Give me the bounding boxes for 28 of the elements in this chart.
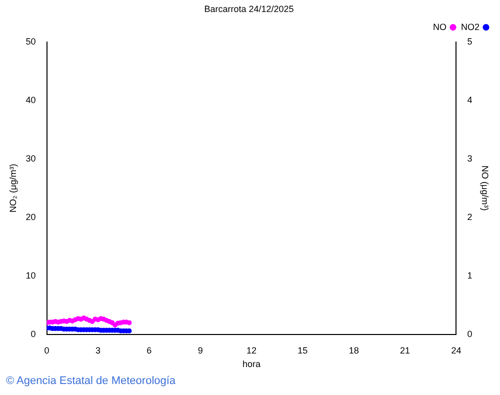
- y-tick-label: 0: [30, 328, 36, 339]
- y-tick-label: 40: [26, 94, 36, 105]
- y-tick-label: 20: [26, 212, 36, 222]
- x-tick-label: 15: [298, 345, 308, 356]
- y2-tick-label: 0: [467, 328, 472, 339]
- y2-tick-label: 2: [467, 212, 472, 222]
- y2-tick-label: 3: [467, 153, 472, 164]
- text: © Agencia Estatal de Meteorología: [6, 375, 176, 387]
- y2-tick-label: 5: [467, 36, 472, 46]
- legend-label: NO: [432, 22, 446, 32]
- x-axis-title: hora: [242, 359, 261, 370]
- x-tick-label: 24: [451, 345, 462, 356]
- x-tick-label: 21: [400, 345, 410, 356]
- y-tick-label: 10: [26, 270, 36, 280]
- x-tick-label: 9: [198, 345, 203, 356]
- y2-axis-title: NO (μg/m³): [480, 166, 490, 211]
- x-tick-label: 12: [246, 345, 257, 356]
- x-tick-label: 18: [348, 345, 359, 356]
- x-tick-label: 3: [95, 345, 100, 356]
- y-tick-label: 30: [26, 153, 36, 164]
- chart-title: Barcarrota 24/12/2025: [204, 4, 294, 14]
- y-axis-title: NO₂ (μg/m³): [8, 164, 18, 212]
- y-tick-label: 50: [26, 36, 36, 46]
- y2-tick-label: 4: [467, 94, 472, 105]
- y2-tick-label: 1: [467, 270, 472, 280]
- x-tick-label: 6: [146, 345, 152, 356]
- legend-label: NO2: [460, 22, 480, 32]
- x-tick-label: 0: [44, 345, 50, 356]
